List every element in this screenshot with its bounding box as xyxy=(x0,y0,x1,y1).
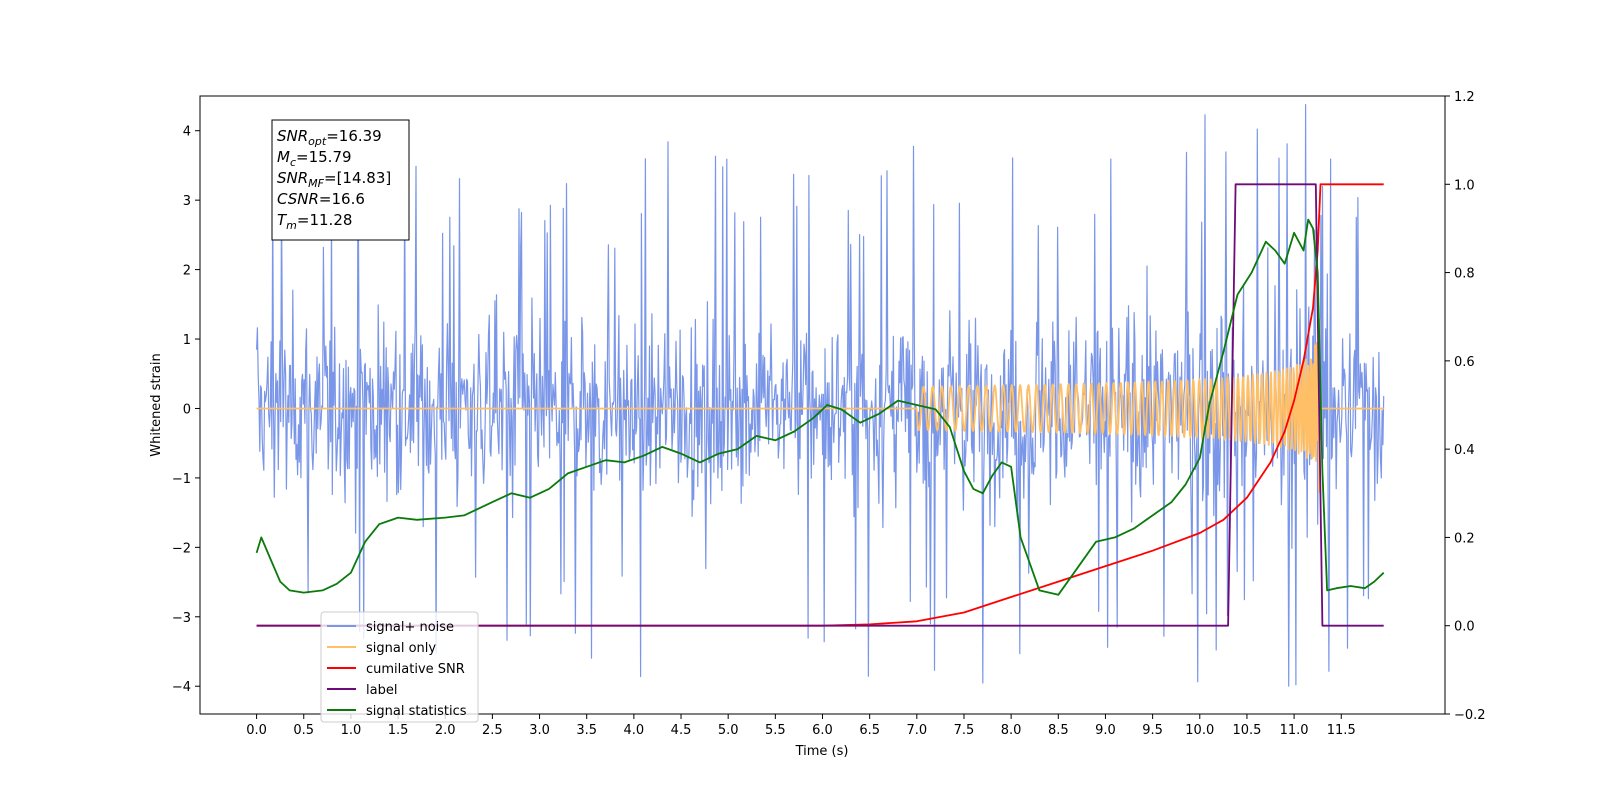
x-tick-label: 8.5 xyxy=(1048,723,1069,738)
x-tick-label: 7.0 xyxy=(906,723,927,738)
x-tick-label: 4.0 xyxy=(624,723,645,738)
series-line xyxy=(256,183,1384,627)
series-signal-noise xyxy=(256,104,1385,687)
series-cumilative-snr xyxy=(256,183,1384,627)
y-axis-right: −0.2 0.0 0.2 0.4 0.6 0.8 1.0 1.2 xyxy=(1445,90,1486,723)
annotation-line: CSNR=16.6 xyxy=(277,190,365,208)
x-tick-label: 5.5 xyxy=(765,723,786,738)
y-right-tick-label: 0.2 xyxy=(1454,531,1475,546)
x-tick-label: 1.0 xyxy=(341,723,362,738)
x-tick-label: 11.5 xyxy=(1327,723,1356,738)
series-line xyxy=(255,218,1385,596)
x-tick-label: 2.5 xyxy=(482,723,503,738)
x-tick-label: 6.5 xyxy=(859,723,880,738)
y-left-tick-label: 2 xyxy=(183,264,191,279)
y-left-tick-label: −2 xyxy=(172,541,191,556)
legend-entry-label: label xyxy=(366,683,397,698)
y-left-tick-label: 0 xyxy=(183,402,191,417)
legend-frame xyxy=(320,611,479,723)
x-tick-label: 8.0 xyxy=(1001,723,1022,738)
y-axis-left: −4 −3 −2 −1 0 1 2 3 4 xyxy=(172,125,200,695)
y-right-tick-label: 1.0 xyxy=(1454,178,1475,193)
x-tick-label: 1.5 xyxy=(388,723,409,738)
y-left-tick-label: −3 xyxy=(172,611,191,626)
annotation-frame xyxy=(271,119,410,241)
x-tick-label: 9.5 xyxy=(1142,723,1163,738)
legend: signal+ noise signal only cumilative SNR la… xyxy=(320,611,479,723)
x-axis-label: Time (s) xyxy=(795,744,849,759)
legend-entry-label: cumilative SNR xyxy=(366,662,465,677)
series-line xyxy=(256,318,1384,493)
x-tick-label: 5.0 xyxy=(718,723,739,738)
y-left-tick-label: 3 xyxy=(183,194,191,209)
x-tick-label: 7.5 xyxy=(954,723,975,738)
y-right-tick-label: 0.6 xyxy=(1454,355,1475,370)
y-right-tick-label: 0.8 xyxy=(1454,267,1475,282)
y-left-tick-label: 4 xyxy=(183,125,191,140)
x-tick-label: 11.0 xyxy=(1280,723,1309,738)
x-tick-label: 10.5 xyxy=(1232,723,1261,738)
series-label xyxy=(256,183,1384,627)
annotation-line: Mc=15.79 xyxy=(277,148,352,169)
x-axis: 0.0 0.5 1.0 1.5 2.0 2.5 3.0 3.5 4.0 4.5 5.0 5.5 6.0 6… xyxy=(246,714,1356,738)
x-tick-label: 0.0 xyxy=(246,723,267,738)
plot-area xyxy=(255,104,1385,687)
x-tick-label: 0.5 xyxy=(293,723,314,738)
legend-entry-label: signal statistics xyxy=(366,704,467,719)
series-signal-only xyxy=(256,318,1384,493)
y-right-tick-label: 0.4 xyxy=(1454,443,1475,458)
legend-entry-label: signal only xyxy=(366,641,436,656)
x-tick-label: 9.0 xyxy=(1095,723,1116,738)
y-right-tick-label: −0.2 xyxy=(1454,708,1486,723)
annotation-line: SNRopt=16.39 xyxy=(277,127,382,148)
x-tick-label: 2.0 xyxy=(435,723,456,738)
x-tick-label: 6.0 xyxy=(812,723,833,738)
y-right-tick-label: 0.0 xyxy=(1454,620,1475,635)
x-tick-label: 3.5 xyxy=(576,723,597,738)
x-tick-label: 10.0 xyxy=(1185,723,1214,738)
x-tick-label: 4.5 xyxy=(671,723,692,738)
annotation-line: Tm=11.28 xyxy=(277,211,352,232)
y-left-tick-label: −1 xyxy=(172,472,191,487)
annotation-line: SNRMF=[14.83] xyxy=(277,169,391,190)
series-line xyxy=(256,183,1384,627)
series-signal-statistics xyxy=(255,218,1385,596)
legend-entry-label: signal+ noise xyxy=(366,620,454,635)
y-right-tick-label: 1.2 xyxy=(1454,90,1475,105)
y-left-tick-label: 1 xyxy=(183,333,191,348)
y-left-tick-label: −4 xyxy=(172,680,191,695)
x-tick-label: 3.0 xyxy=(529,723,550,738)
stats-annotation-box: SNRopt=16.39Mc=15.79SNRMF=[14.83]CSNR=16… xyxy=(271,119,410,241)
y-axis-left-label: Whitened strain xyxy=(149,353,164,456)
series-line xyxy=(256,104,1385,687)
